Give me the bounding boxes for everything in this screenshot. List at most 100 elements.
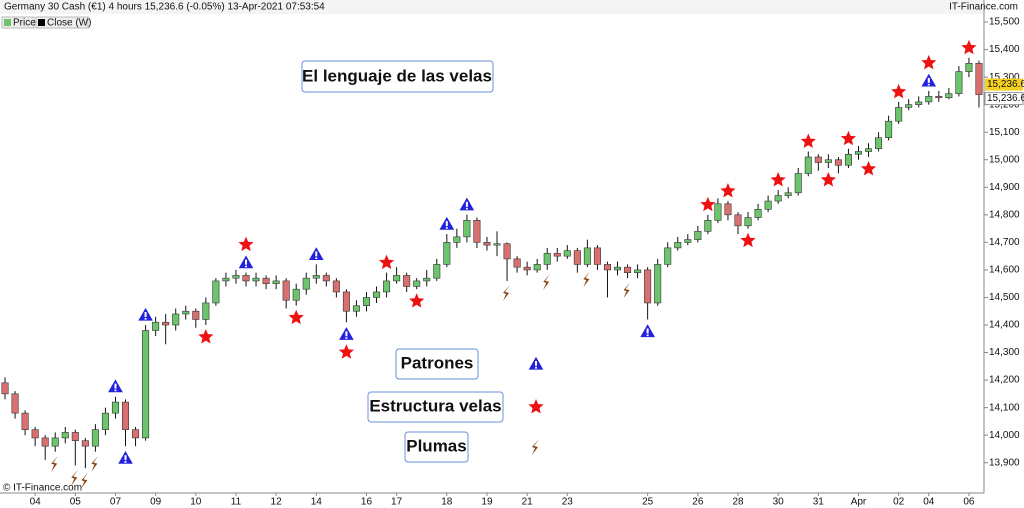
icon-detail	[315, 257, 318, 260]
x-tick-label: 30	[773, 497, 785, 508]
candle-body	[262, 277, 270, 284]
legend-label: Close (W)	[47, 18, 91, 29]
x-tick-label: 21	[522, 497, 534, 508]
candle-body	[473, 220, 481, 243]
candle-body	[41, 437, 49, 447]
candle-body	[162, 321, 170, 326]
icon-detail	[345, 337, 348, 339]
legend-box-text: Estructura velas	[369, 396, 501, 415]
title-box-text: El lenguaje de las velas	[302, 66, 492, 85]
candle-body	[865, 148, 873, 152]
candle-body	[543, 253, 551, 265]
x-tick-label: 26	[692, 497, 704, 508]
x-tick-label: 18	[441, 497, 453, 508]
icon-detail	[535, 367, 537, 369]
candle-body	[644, 269, 652, 304]
candle-body	[824, 159, 832, 163]
star-icon	[720, 183, 736, 198]
candle-body	[71, 432, 79, 441]
candle-body	[81, 440, 89, 447]
candle-body	[935, 96, 943, 99]
candle-body	[814, 156, 822, 163]
legend-item[interactable]	[35, 16, 89, 29]
y-tick-label: 15,400	[989, 44, 1020, 55]
feather-icon	[91, 455, 99, 472]
signal-marker	[378, 254, 395, 270]
candle-body	[684, 239, 692, 243]
overlay: Germany 30 Cash (€1) 4 hours 15,236.6 (-…	[0, 0, 1018, 494]
candle-body	[413, 280, 421, 287]
x-tick-label: 28	[732, 497, 744, 508]
candle-body	[453, 236, 461, 243]
candle-body	[744, 217, 752, 227]
signal-marker	[720, 183, 736, 198]
candle-body	[51, 437, 59, 447]
candle-body	[21, 412, 29, 430]
legend-box	[395, 348, 479, 380]
candle-body	[423, 277, 431, 282]
candle-body	[513, 258, 521, 268]
candle-body	[322, 275, 330, 282]
candle-body	[624, 266, 632, 273]
feather-icon	[81, 472, 89, 489]
signal-marker	[583, 271, 591, 288]
icon-detail	[114, 389, 117, 392]
candle-body	[242, 275, 250, 282]
candle-body	[132, 429, 140, 439]
icon-detail	[535, 361, 537, 366]
candle-body	[593, 247, 601, 265]
icon-detail	[124, 455, 127, 461]
candle-body	[373, 291, 381, 298]
x-tick-label: 14	[311, 497, 323, 508]
y-tick-label: 14,700	[989, 237, 1020, 248]
star-icon	[961, 39, 977, 55]
icon-detail	[124, 461, 127, 463]
x-tick-label: 06	[963, 497, 975, 508]
y-tick-label: 14,900	[989, 182, 1020, 193]
candle-body	[774, 195, 782, 202]
signal-marker	[458, 196, 476, 212]
candle-body	[754, 209, 762, 218]
signal-marker	[198, 328, 214, 344]
candle-body	[804, 156, 812, 174]
candle-body	[483, 242, 491, 246]
price-tag-bg	[985, 78, 1023, 91]
icon-detail	[465, 201, 468, 207]
signal-marker	[961, 39, 977, 55]
candle-body	[714, 203, 722, 221]
candle-body	[272, 280, 280, 284]
star-icon	[528, 399, 544, 414]
legend-item[interactable]	[1, 16, 35, 29]
y-tick-label: 14,300	[989, 347, 1020, 358]
y-tick-label: 14,200	[989, 375, 1020, 386]
candle-body	[101, 412, 109, 430]
y-tick-label: 15,000	[989, 154, 1020, 165]
y-tick-label: 14,400	[989, 320, 1020, 331]
y-tick-label: 13,900	[989, 457, 1020, 468]
feather-icon	[623, 282, 631, 299]
star-icon	[378, 254, 395, 270]
candle-body	[895, 107, 903, 122]
legend-swatch	[4, 19, 11, 26]
close-tag-bg	[984, 92, 1024, 106]
x-tick-label: 31	[813, 497, 825, 508]
icon-detail	[345, 331, 348, 337]
candle-body	[232, 275, 240, 279]
y-tick-label: 15,100	[989, 127, 1020, 138]
candle-body	[724, 203, 732, 216]
signal-marker	[638, 322, 657, 338]
candle-body	[332, 280, 340, 293]
candle-body	[282, 280, 290, 301]
candle-body	[152, 321, 160, 331]
legend-label: Price	[13, 18, 36, 29]
signal-marker	[623, 282, 631, 299]
candle-body	[694, 231, 702, 240]
close-tag: 15,236.6	[987, 93, 1024, 104]
star-icon	[238, 236, 254, 252]
x-tick-label: 11	[231, 497, 242, 508]
candle-body	[312, 275, 320, 279]
candle-body	[945, 93, 953, 99]
signal-marker	[338, 344, 355, 359]
candle-body	[212, 280, 220, 304]
x-tick-label: 23	[562, 497, 574, 508]
